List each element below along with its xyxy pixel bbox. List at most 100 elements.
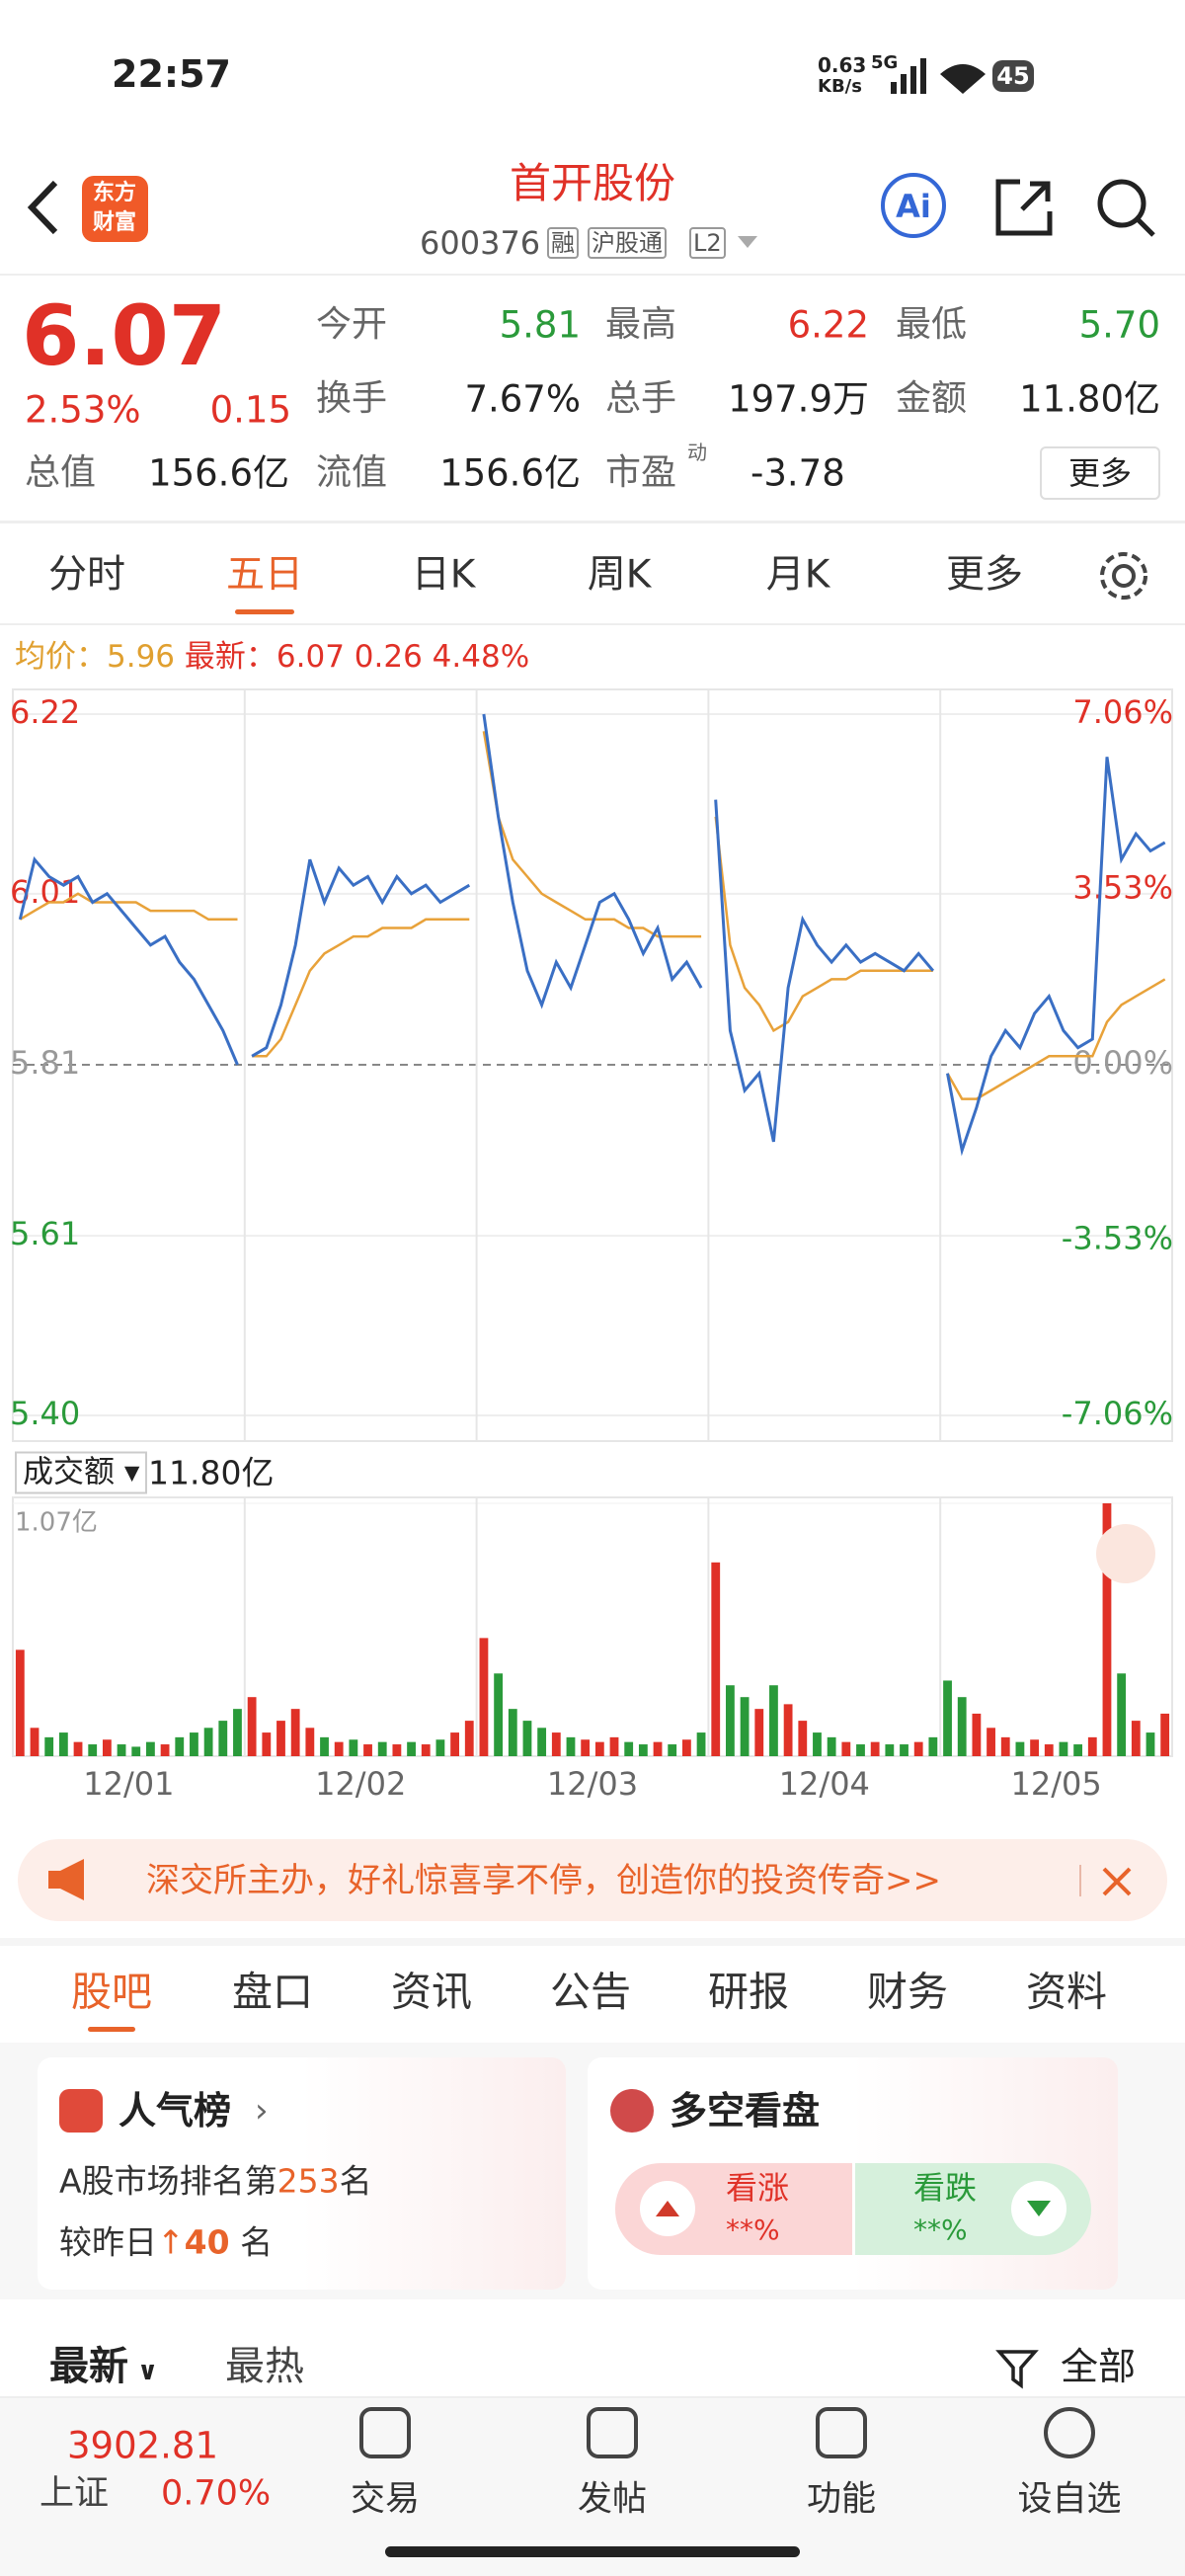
volume-bar — [913, 1741, 923, 1756]
sort-new-label: 最新 — [49, 2344, 128, 2389]
sort-hot[interactable]: 最热 — [225, 2344, 304, 2389]
volume-bar — [58, 1732, 68, 1756]
avg-line — [252, 918, 470, 1058]
volume-bar — [987, 1728, 995, 1756]
volume-bar — [1131, 1721, 1141, 1756]
volume-bar — [754, 1709, 764, 1756]
y-tick-label: 5.61 — [10, 1215, 80, 1252]
battery: 45 — [996, 62, 1030, 90]
index-change: 0.70% — [161, 2473, 272, 2514]
divider — [0, 1938, 1185, 1946]
intraday-chart: 6.226.015.815.615.407.06%3.53%0.00%-3.53… — [10, 688, 1173, 1803]
volume-bar — [88, 1744, 98, 1756]
volume-bar — [190, 1732, 198, 1756]
nav-item[interactable]: 交易 — [350, 2479, 421, 2520]
section-tab[interactable]: 财务 — [867, 1968, 948, 2016]
period-tab[interactable]: 周K — [587, 552, 652, 598]
volume-bar — [798, 1721, 808, 1756]
close-banner[interactable] — [1076, 1861, 1146, 1900]
volume-bar — [218, 1721, 228, 1756]
volume-bar — [320, 1736, 329, 1756]
volume-bar — [957, 1697, 967, 1756]
section-tab[interactable]: 资讯 — [391, 1968, 472, 2016]
avg-line — [946, 978, 1166, 1100]
index-value[interactable]: 3902.81 — [67, 2424, 219, 2467]
volume-bar — [349, 1739, 358, 1756]
banner[interactable] — [18, 1839, 1167, 1921]
y-tick-label: 6.22 — [10, 693, 80, 731]
stat-value: 156.6亿 — [148, 451, 289, 495]
nav-item[interactable]: 设自选 — [1017, 2479, 1122, 2520]
dropdown-arrow[interactable] — [736, 232, 759, 252]
volume-bar — [494, 1673, 504, 1756]
volume-bar — [827, 1736, 836, 1756]
period-tab[interactable]: 月K — [765, 552, 830, 598]
period-tab[interactable]: 更多 — [945, 552, 1024, 598]
volume-bar — [681, 1739, 691, 1756]
stat-label: 换手 — [316, 378, 388, 419]
back-button[interactable] — [20, 173, 69, 242]
volume-bar — [203, 1728, 213, 1756]
search-button[interactable] — [1094, 176, 1157, 239]
filter[interactable]: 全部 — [1060, 2345, 1136, 2388]
x-tick-label: 12/02 — [315, 1765, 406, 1803]
volume-bar — [841, 1741, 851, 1756]
volume-label: 成交额 — [23, 1454, 115, 1490]
nav-icon — [587, 2407, 638, 2458]
stock-code: 600376 — [420, 224, 541, 262]
latest-value: 6.07 — [276, 639, 345, 675]
section-tab[interactable]: 资料 — [1026, 1968, 1107, 2016]
price: 6.07 — [22, 287, 227, 384]
bear-arrow — [1027, 2201, 1051, 2216]
divider — [0, 521, 1185, 523]
volume-bar — [522, 1721, 532, 1756]
volume-selector[interactable]: 成交额 ▾ — [15, 1451, 148, 1494]
volume-bar — [653, 1741, 663, 1756]
latest-label: 最新： — [184, 639, 276, 675]
y2-tick-label: -3.53% — [1062, 1220, 1173, 1257]
settings-button[interactable] — [1096, 548, 1151, 604]
logo-text: 东方 — [92, 181, 137, 205]
chevron: › — [255, 2091, 269, 2131]
volume-bar — [581, 1739, 591, 1756]
sort-new[interactable]: 最新 ∨ — [49, 2344, 159, 2389]
y2-tick-label: 3.53% — [1072, 869, 1173, 907]
volume-bar — [102, 1739, 112, 1756]
volume-bar — [233, 1709, 242, 1756]
volume-bar — [276, 1721, 285, 1756]
volume-bar — [30, 1728, 40, 1756]
section-tab[interactable]: 研报 — [708, 1968, 789, 2016]
expand-button[interactable] — [1096, 1524, 1155, 1583]
volume-total: 11.80亿 — [148, 1453, 275, 1492]
price-line — [251, 858, 471, 1058]
popularity-card[interactable] — [38, 2057, 566, 2290]
tag: 融 — [547, 227, 579, 259]
period-tab[interactable]: 日K — [411, 552, 476, 598]
section-tab[interactable]: 公告 — [550, 1968, 631, 2016]
section-tab[interactable]: 股吧 — [71, 1968, 152, 2016]
volume-bar — [885, 1744, 895, 1756]
stat-label: 金额 — [896, 378, 968, 419]
share-button[interactable] — [992, 176, 1056, 239]
app-logo[interactable] — [82, 176, 148, 242]
volume-bar — [624, 1741, 634, 1756]
status-icons — [891, 58, 1034, 94]
nav-item[interactable]: 功能 — [806, 2479, 877, 2520]
section-tab[interactable]: 盘口 — [232, 1968, 313, 2016]
sentiment-title: 多空看盘 — [670, 2089, 821, 2133]
more-button[interactable] — [1040, 446, 1160, 500]
stat-label: 总手 — [605, 378, 677, 419]
volume-bar — [73, 1741, 83, 1756]
volume-bar — [421, 1744, 431, 1756]
compare-prefix: 较昨日 — [59, 2222, 157, 2262]
nav-item[interactable]: 发帖 — [577, 2479, 648, 2520]
price-line — [946, 757, 1166, 1157]
period-tab[interactable]: 分时 — [47, 552, 126, 598]
bull-arrow — [656, 2201, 679, 2216]
period-tab[interactable]: 五日 — [225, 552, 304, 598]
stat-value: 5.81 — [499, 303, 581, 347]
volume-bar — [1160, 1713, 1170, 1756]
volume-bar — [551, 1732, 561, 1756]
ai-button[interactable] — [881, 173, 946, 238]
avg-label: 均价： — [15, 639, 107, 675]
